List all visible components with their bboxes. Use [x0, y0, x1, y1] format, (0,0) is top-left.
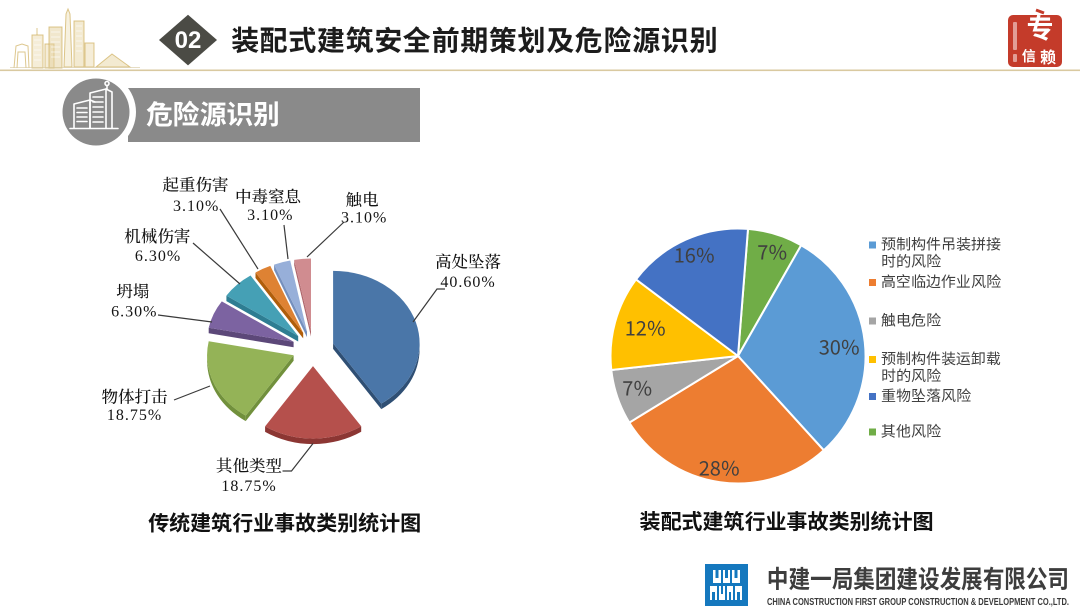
svg-text:时的风险: 时的风险: [881, 365, 941, 386]
svg-text:其他风险: 其他风险: [881, 421, 941, 442]
svg-text:专: 专: [1027, 7, 1054, 46]
svg-text:机械伤害: 机械伤害: [124, 223, 190, 247]
svg-text:3.10%: 3.10%: [173, 198, 219, 215]
svg-text:7%: 7%: [622, 372, 652, 401]
svg-text:18.75%: 18.75%: [221, 478, 276, 495]
svg-text:高处坠落: 高处坠落: [435, 249, 501, 273]
svg-text:18.75%: 18.75%: [107, 407, 162, 424]
svg-text:7%: 7%: [757, 236, 787, 265]
svg-text:6.30%: 6.30%: [111, 304, 157, 321]
svg-text:其他类型: 其他类型: [216, 453, 282, 477]
svg-text:中建一局集团建设发展有限公司: 中建一局集团建设发展有限公司: [767, 560, 1069, 596]
svg-text:危险源识别: 危险源识别: [146, 93, 280, 132]
svg-text:传统建筑行业事故类别统计图: 传统建筑行业事故类别统计图: [148, 508, 421, 538]
svg-text:时的风险: 时的风险: [881, 251, 941, 272]
svg-text:12%: 12%: [625, 312, 666, 341]
svg-text:装配式建筑行业事故类别统计图: 装配式建筑行业事故类别统计图: [640, 506, 934, 536]
svg-text:触电: 触电: [346, 187, 380, 211]
svg-text:中毒窒息: 中毒窒息: [235, 184, 301, 208]
svg-text:3.10%: 3.10%: [341, 210, 387, 227]
svg-text:坍塌: 坍塌: [116, 278, 149, 302]
svg-text:28%: 28%: [699, 452, 740, 481]
svg-text:起重伤害: 起重伤害: [162, 171, 228, 195]
svg-text:重物坠落风险: 重物坠落风险: [881, 385, 971, 406]
svg-text:预制构件装运卸载: 预制构件装运卸载: [881, 348, 1001, 369]
svg-text:触电危险: 触电危险: [881, 310, 941, 331]
svg-text:装配式建筑安全前期策划及危险源识别: 装配式建筑安全前期策划及危险源识别: [231, 20, 718, 60]
svg-text:3.10%: 3.10%: [247, 207, 293, 224]
svg-text:02: 02: [175, 27, 202, 54]
svg-text:赖: 赖: [1040, 44, 1056, 68]
svg-text:6.30%: 6.30%: [135, 248, 181, 265]
svg-text:物体打击: 物体打击: [102, 384, 169, 408]
svg-text:16%: 16%: [674, 239, 715, 268]
svg-text:信: 信: [1022, 46, 1036, 66]
svg-text:高空临边作业风险: 高空临边作业风险: [881, 271, 1001, 292]
svg-text:CHINA CONSTRUCTION FIRST GROUP: CHINA CONSTRUCTION FIRST GROUP CONSTRUCT…: [767, 596, 1069, 608]
svg-text:30%: 30%: [819, 331, 860, 360]
svg-text:40.60%: 40.60%: [440, 274, 495, 291]
svg-text:预制构件吊装拼接: 预制构件吊装拼接: [881, 234, 1001, 255]
